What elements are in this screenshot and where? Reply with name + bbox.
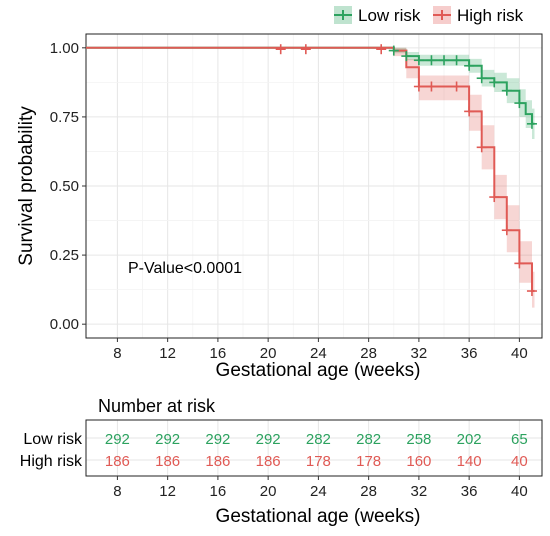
risk-count: 282 xyxy=(306,431,331,448)
censor-mark xyxy=(426,55,437,66)
y-tick-label: 0.00 xyxy=(50,316,79,333)
risk-count: 140 xyxy=(457,453,482,470)
legend-label: Low risk xyxy=(358,6,421,25)
risk-table-title: Number at risk xyxy=(98,396,216,416)
censor-mark xyxy=(464,60,475,71)
risk-count: 40 xyxy=(511,453,528,470)
censor-mark xyxy=(501,225,512,236)
risk-count: 160 xyxy=(406,453,431,470)
censor-mark xyxy=(476,142,487,153)
risk-table-border xyxy=(85,419,543,477)
risk-x-tick-label: 32 xyxy=(411,483,428,500)
x-tick-label: 8 xyxy=(113,345,121,362)
risk-count: 186 xyxy=(105,453,130,470)
risk-count: 186 xyxy=(205,453,230,470)
x-tick-label: 12 xyxy=(159,345,176,362)
risk-count: 292 xyxy=(256,431,281,448)
legend-item-low-risk: Low risk xyxy=(334,6,421,25)
legend-label: High risk xyxy=(457,6,524,25)
y-tick-label: 0.25 xyxy=(50,247,79,264)
risk-count: 186 xyxy=(155,453,180,470)
y-tick-label: 0.50 xyxy=(50,178,79,195)
risk-count: 65 xyxy=(511,431,528,448)
risk-count: 178 xyxy=(306,453,331,470)
risk-x-tick-label: 40 xyxy=(511,483,528,500)
risk-x-tick-label: 16 xyxy=(210,483,227,500)
risk-table-values: 292 292 292 292 282 282 258 202 65 186 186 186 186 17… xyxy=(105,431,528,470)
censor-mark xyxy=(514,98,525,109)
censor-mark xyxy=(451,55,462,66)
censor-mark xyxy=(501,85,512,96)
censor-mark xyxy=(514,258,525,269)
x-tick-label: 28 xyxy=(360,345,377,362)
risk-count: 292 xyxy=(105,431,130,448)
censor-mark xyxy=(489,77,500,88)
censor-mark xyxy=(464,106,475,117)
p-value-annotation: P-Value<0.0001 xyxy=(128,260,242,277)
risk-count: 202 xyxy=(457,431,482,448)
risk-x-tick-label: 20 xyxy=(260,483,277,500)
y-axis-ticks: 0.00 0.25 0.50 0.75 1.00 xyxy=(50,40,86,333)
censor-mark xyxy=(413,81,424,92)
x-tick-label: 16 xyxy=(210,345,227,362)
risk-table-x-axis-title: Gestational age (weeks) xyxy=(216,506,421,527)
x-tick-label: 40 xyxy=(511,345,528,362)
legend: Low risk High risk xyxy=(334,6,524,25)
risk-x-tick-label: 36 xyxy=(461,483,478,500)
censor-mark xyxy=(388,45,399,56)
censor-mark xyxy=(300,44,311,55)
censor-mark xyxy=(526,286,537,297)
censor-mark xyxy=(451,81,462,92)
censor-marks xyxy=(275,44,537,297)
risk-count: 178 xyxy=(356,453,381,470)
x-axis-ticks: 8 12 16 20 24 28 32 36 40 xyxy=(113,338,528,362)
risk-table-grid xyxy=(86,420,542,476)
censor-mark xyxy=(476,73,487,84)
censor-mark xyxy=(526,118,537,129)
censor-mark xyxy=(376,44,387,55)
y-tick-label: 1.00 xyxy=(50,40,79,57)
y-tick-label: 0.75 xyxy=(50,109,79,126)
x-axis-title: Gestational age (weeks) xyxy=(216,360,421,381)
risk-x-tick-label: 12 xyxy=(159,483,176,500)
risk-table-row-labels: Low risk High risk xyxy=(20,431,83,470)
risk-x-tick-label: 24 xyxy=(310,483,327,500)
risk-count: 282 xyxy=(356,431,381,448)
risk-row-label: Low risk xyxy=(23,431,83,448)
censor-mark xyxy=(401,51,412,62)
censor-mark xyxy=(489,192,500,203)
risk-row-label: High risk xyxy=(20,453,83,470)
x-tick-label: 24 xyxy=(310,345,327,362)
legend-item-high-risk: High risk xyxy=(433,6,524,25)
risk-x-tick-label: 28 xyxy=(360,483,377,500)
censor-mark xyxy=(275,44,286,55)
x-tick-label: 32 xyxy=(411,345,428,362)
risk-count: 292 xyxy=(205,431,230,448)
censor-mark xyxy=(439,55,450,66)
x-tick-label: 36 xyxy=(461,345,478,362)
risk-count: 292 xyxy=(155,431,180,448)
y-axis-title: Survival probability xyxy=(16,106,37,266)
censor-mark xyxy=(413,55,424,66)
risk-count: 186 xyxy=(256,453,281,470)
risk-table-area xyxy=(86,420,542,476)
main-grid xyxy=(86,34,542,338)
censor-mark xyxy=(426,81,437,92)
risk-count: 258 xyxy=(406,431,431,448)
risk-table-x-ticks: 8 12 16 20 24 28 32 36 40 xyxy=(113,476,528,500)
x-tick-label: 20 xyxy=(260,345,277,362)
risk-x-tick-label: 8 xyxy=(113,483,121,500)
